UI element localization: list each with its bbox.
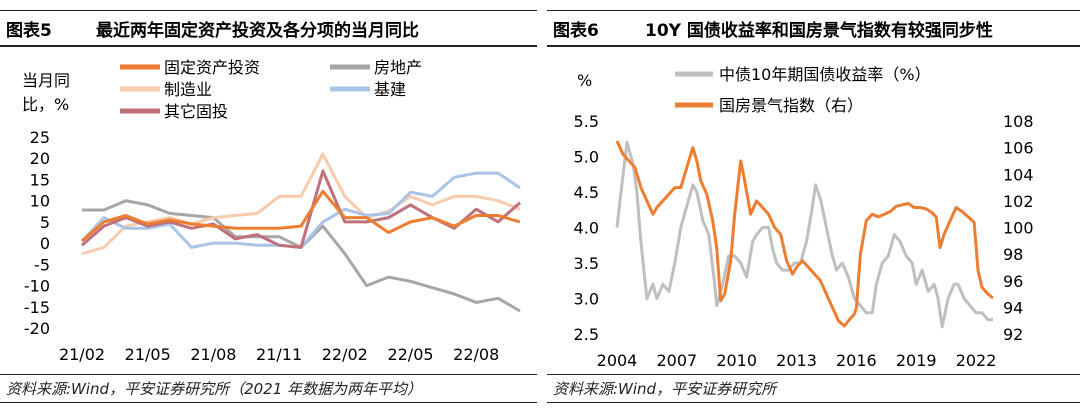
- y-tick-label-left: 4.0: [574, 219, 599, 238]
- y-tick-label-right: 102: [1003, 192, 1034, 211]
- y-tick-label: -20: [24, 319, 50, 338]
- x-tick-label: 21/08: [190, 345, 236, 364]
- y-tick-label-right: 96: [1003, 272, 1023, 291]
- series-line: [80, 171, 521, 249]
- right-figure-number: 图表6: [553, 21, 599, 41]
- left-chart-panel: 图表5 最近两年固定资产投资及各分项的当月同比 当月同比，% 25 20 15 10 5 0…: [0, 0, 537, 413]
- x-tick-label: 2004: [597, 351, 638, 370]
- x-tick-label: 21/11: [256, 345, 302, 364]
- y-tick-label: -15: [24, 298, 50, 317]
- series-line: [81, 169, 521, 249]
- y-tick-label-left: 5.5: [574, 112, 599, 131]
- legend-label: 固定资产投资: [164, 58, 260, 77]
- y-tick-label-right: 106: [1003, 139, 1034, 158]
- right-title-bar: 图表6 10Y 国债收益率和国房景气指数有较强同步性: [547, 10, 1080, 47]
- x-tick-label: 22/05: [387, 345, 433, 364]
- x-tick-label: 21/02: [59, 345, 105, 364]
- x-tick-label: 2019: [896, 351, 937, 370]
- x-tick-label: 2013: [776, 351, 817, 370]
- right-chart-panel: 图表6 10Y 国债收益率和国房景气指数有较强同步性 % 5.5 5.0 4.5 4.0…: [547, 0, 1080, 413]
- y-tick-label: 25: [30, 128, 50, 147]
- y-tick-label-right: 100: [1003, 219, 1034, 238]
- y-tick-label-right: 108: [1003, 112, 1034, 131]
- right-source-rule: [547, 374, 1080, 375]
- x-tick-label: 22/08: [453, 345, 499, 364]
- left-figure-number: 图表5: [6, 21, 52, 41]
- right-source-note: 资料来源:Wind，平安证券研究所: [553, 380, 777, 398]
- y-axis-label-left: %: [577, 71, 592, 90]
- y-tick-label-left: 5.0: [574, 148, 599, 167]
- left-bottom-rule: [0, 402, 537, 403]
- right-chart-svg: % 5.5 5.0 4.5 4.0 3.5 3.0 2.5 108 106 104 102 100 98 9…: [574, 65, 1034, 370]
- x-tick-label: 2016: [836, 351, 877, 370]
- series-line: [615, 140, 993, 329]
- y-tick-label: 0: [40, 234, 50, 253]
- series-line: [81, 152, 521, 256]
- y-axis-label: 当月同: [22, 71, 70, 90]
- x-tick-label: 21/05: [125, 345, 171, 364]
- left-source-rule: [0, 374, 537, 375]
- y-tick-label-left: 3.5: [574, 254, 599, 273]
- y-tick-label: -10: [24, 277, 50, 296]
- x-tick-label: 22/02: [322, 345, 368, 364]
- legend-label: 制造业: [164, 80, 212, 99]
- y-tick-label-left: 4.5: [574, 183, 599, 202]
- legend-label: 基建: [374, 80, 406, 99]
- y-tick-label-right: 104: [1003, 165, 1034, 184]
- x-tick-label: 2022: [956, 351, 997, 370]
- y-tick-label: 15: [30, 170, 50, 189]
- y-tick-label-left: 2.5: [574, 325, 599, 344]
- y-tick-label: 10: [30, 192, 50, 211]
- series-line: [81, 189, 521, 243]
- y-tick-label: -5: [34, 255, 50, 274]
- legend-label: 国房景气指数（右）: [719, 96, 863, 115]
- right-chart-title: 10Y 国债收益率和国房景气指数有较强同步性: [645, 21, 993, 41]
- left-title-bar: 图表5 最近两年固定资产投资及各分项的当月同比: [0, 10, 537, 47]
- y-tick-label-right: 92: [1003, 325, 1023, 344]
- series-line: [615, 140, 994, 328]
- y-tick-label-right: 94: [1003, 298, 1023, 317]
- left-source-note: 资料来源:Wind，平安证券研究所（2021 年数据为两年平均）: [6, 380, 423, 398]
- y-tick-label-left: 3.0: [574, 290, 599, 309]
- legend-label: 其它固投: [164, 102, 228, 121]
- x-tick-label: 2010: [716, 351, 757, 370]
- y-tick-label: 5: [40, 213, 50, 232]
- legend-label: 中债10年期国债收益率（%）: [719, 65, 931, 84]
- series-line: [82, 199, 521, 313]
- left-chart-title: 最近两年固定资产投资及各分项的当月同比: [96, 21, 419, 41]
- x-tick-label: 2007: [656, 351, 697, 370]
- right-bottom-rule: [547, 402, 1080, 403]
- y-axis-label: 比，%: [22, 95, 69, 114]
- y-tick-label-right: 98: [1003, 245, 1023, 264]
- left-chart-svg: 当月同比，% 25 20 15 10 5 0 -5 -10 -15 -20 21/02 21/05 21/…: [22, 58, 521, 364]
- legend-label: 房地产: [374, 58, 422, 77]
- y-tick-label: 20: [30, 149, 50, 168]
